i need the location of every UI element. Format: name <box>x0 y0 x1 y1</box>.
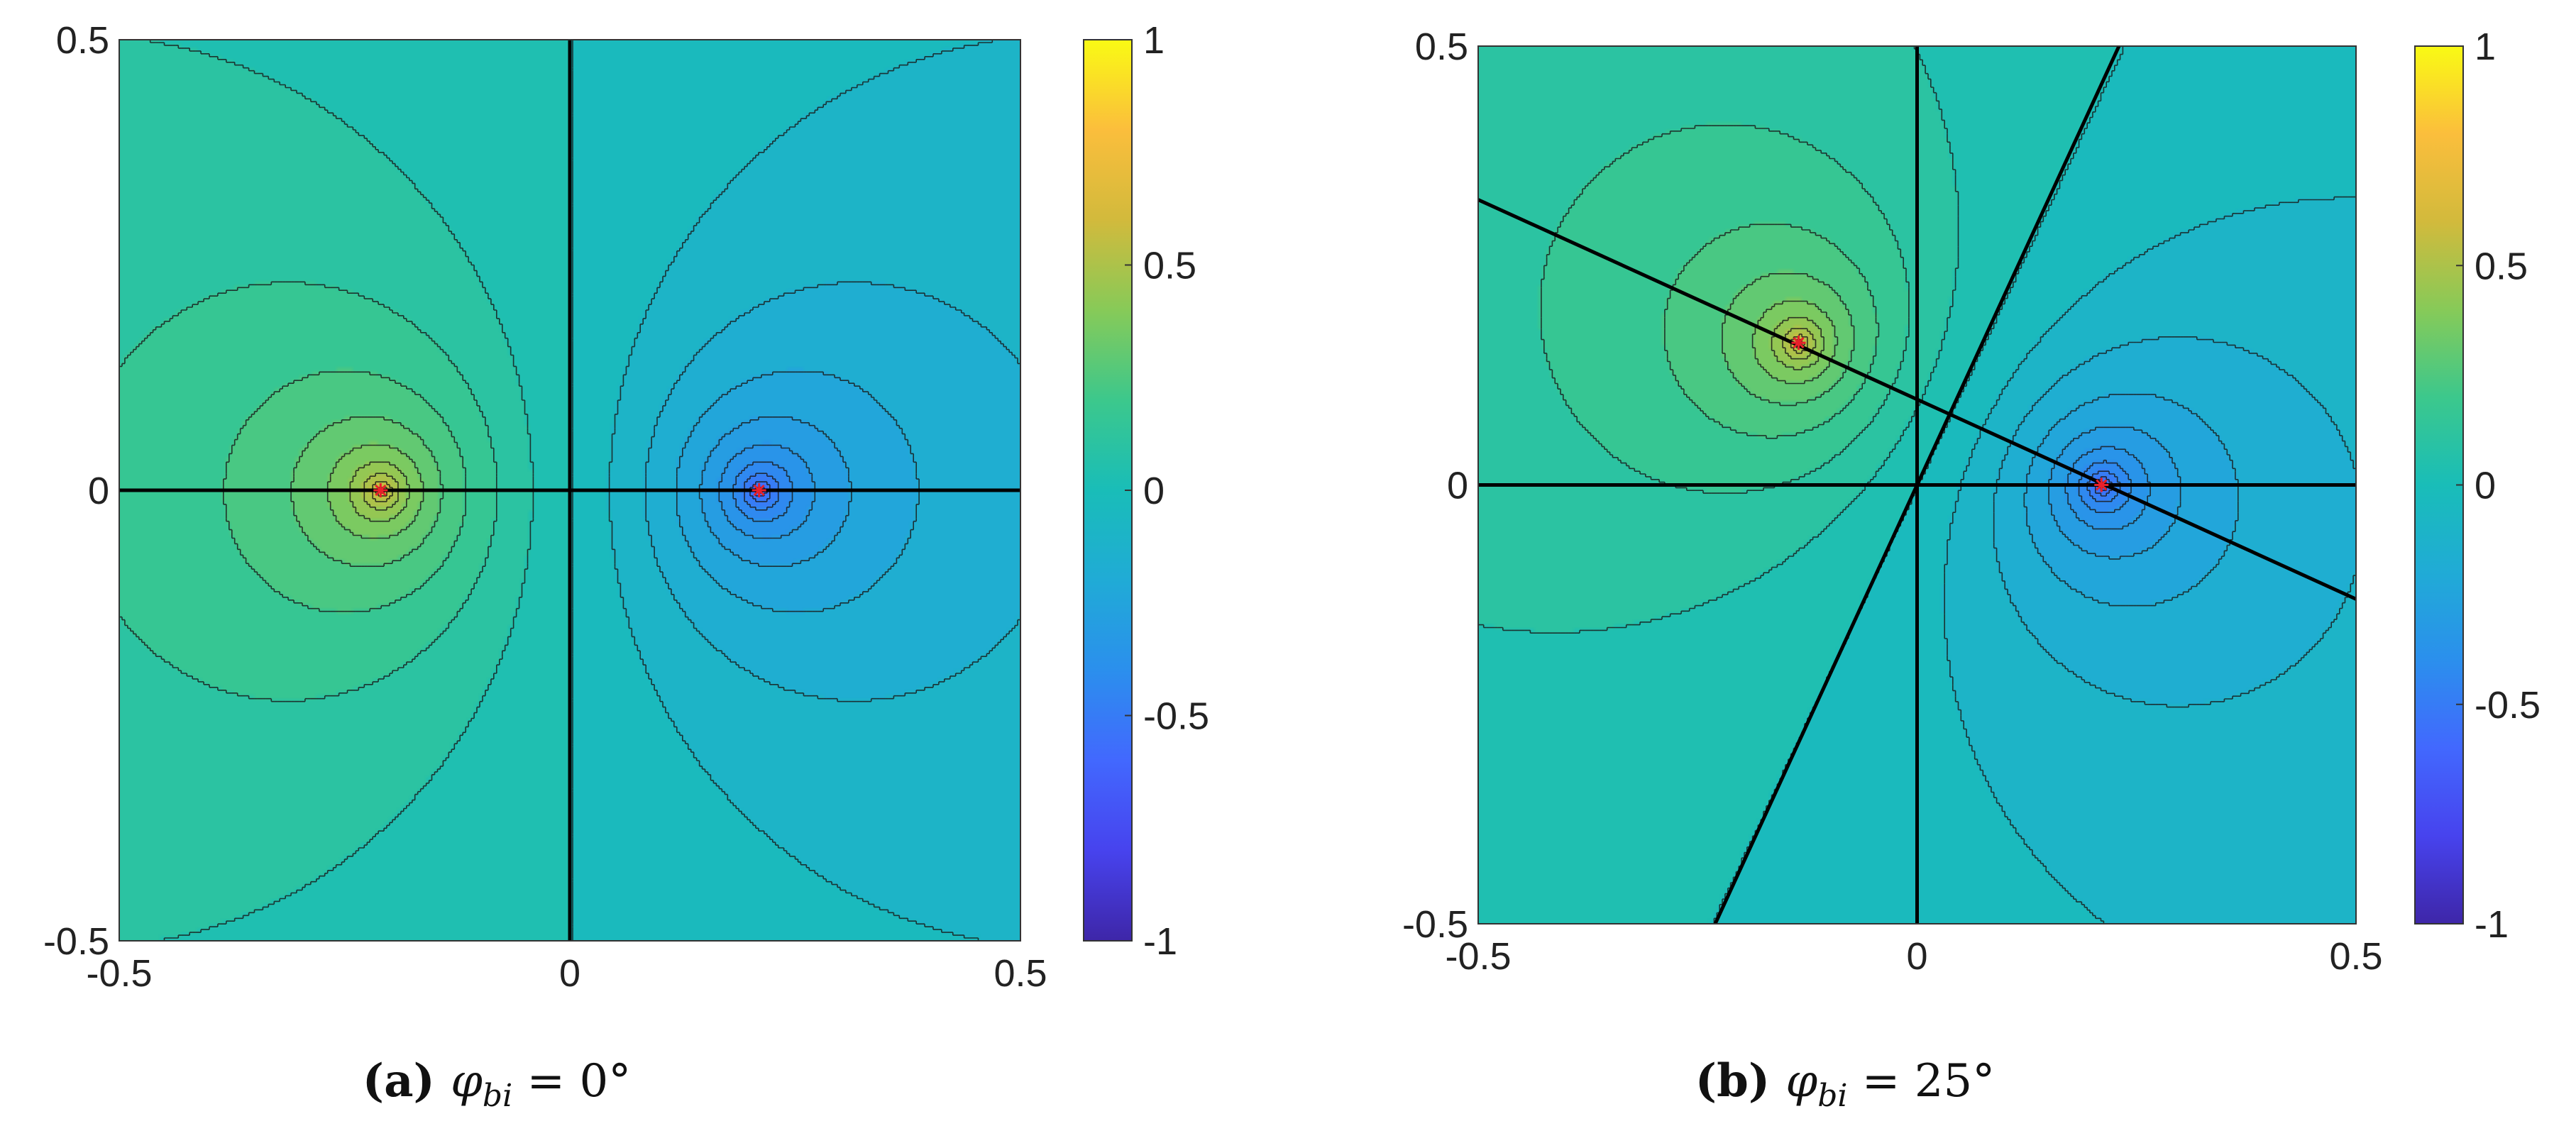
y-tick-label: 0 <box>88 470 109 512</box>
x-tick-label: 0.5 <box>993 952 1047 995</box>
panel-caption: (b) φbi = 25° <box>1695 1054 1995 1114</box>
x-tick-label: 0 <box>1906 935 1927 978</box>
chart-panel-a: -0.5 0 0.5 0.5 0 -0.5 1 0.5 0 -0.5 -1 (a) φbi = 0° <box>43 19 1209 1114</box>
x-tick-label: -0.5 <box>86 952 152 995</box>
y-tick-label: -0.5 <box>1402 903 1468 946</box>
y-tick-label: 0.5 <box>56 19 109 62</box>
source-marker-1 <box>2094 478 2109 492</box>
reference-line-2 <box>1478 198 2356 601</box>
chart-panel-b: -0.5 0 0.5 0.5 0 -0.5 1 0.5 0 -0.5 -1 (b) φbi = 25° <box>1402 26 2541 1114</box>
colorbar: 1 0.5 0 -0.5 -1 <box>2414 26 2541 946</box>
colorbar-tick-label: -1 <box>1143 920 1177 963</box>
colorbar-tick-label: 0 <box>1143 470 1165 512</box>
panel-caption: (a) φbi = 0° <box>363 1054 631 1114</box>
colorbar-tick-label: 0.5 <box>1143 245 1196 287</box>
colorbar-tick-label: 0.5 <box>2475 245 2528 287</box>
source-marker-0 <box>373 483 388 497</box>
colorbar-tick-label: 0 <box>2475 465 2496 507</box>
colorbar-tick-label: -0.5 <box>1143 695 1209 738</box>
x-tick-label: 0.5 <box>2329 935 2382 978</box>
source-marker-0 <box>1791 336 1806 351</box>
y-tick-label: 0.5 <box>1415 26 1468 68</box>
colorbar: 1 0.5 0 -0.5 -1 <box>1083 19 1209 963</box>
colorbar-tick-label: -0.5 <box>2475 684 2541 727</box>
x-tick-label: -0.5 <box>1445 935 1511 978</box>
colorbar-tick-label: 1 <box>1143 19 1165 62</box>
reference-line-3 <box>1713 46 2121 924</box>
x-tick-label: 0 <box>559 952 580 995</box>
y-tick-label: 0 <box>1447 465 1468 507</box>
source-marker-1 <box>752 483 766 497</box>
plot-frame <box>119 39 1021 942</box>
contour-lines <box>119 40 1020 941</box>
plot-frame <box>1477 45 2357 924</box>
y-tick-label: -0.5 <box>43 920 109 963</box>
colorbar-tick-label: -1 <box>2475 903 2509 946</box>
colorbar-tick-label: 1 <box>2475 26 2496 68</box>
